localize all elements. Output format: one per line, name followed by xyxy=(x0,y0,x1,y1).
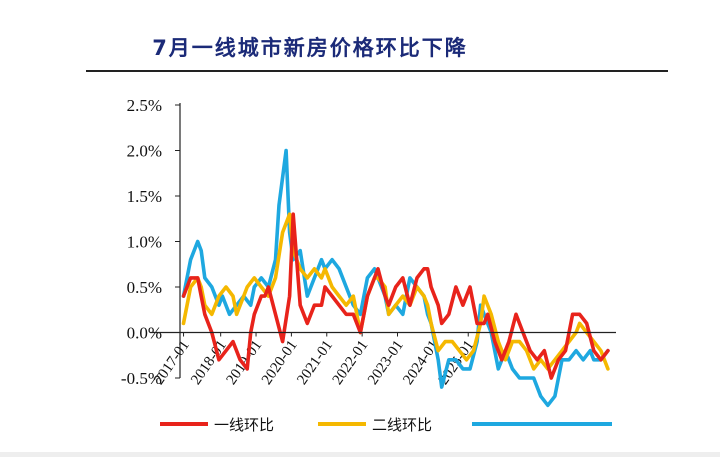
x-tick-label: 2017-01 xyxy=(151,338,193,388)
x-tick-label: 2023-01 xyxy=(365,338,407,388)
y-tick-label: 0.0% xyxy=(127,324,162,343)
y-tick-label: 2.0% xyxy=(127,142,162,161)
x-tick-label: 2020-01 xyxy=(259,338,301,388)
y-tick-label: -0.5% xyxy=(121,369,162,388)
x-tick-label: 2021-01 xyxy=(294,338,336,388)
title-underline xyxy=(86,70,668,72)
series-line-1 xyxy=(181,212,610,380)
y-axis-ticks: 2.5% 2.0% 1.5% 1.0% 0.5% 0.0% -0.5% xyxy=(121,96,180,388)
chart-series xyxy=(181,148,610,408)
y-tick-label: 0.5% xyxy=(127,278,162,297)
legend-label-1: 一线环比 xyxy=(214,416,274,434)
chart-legend: 一线环比 二线环比 xyxy=(160,416,612,434)
legend-label-2: 二线环比 xyxy=(372,416,432,434)
chart-title: 7月一线城市新房价格环比下降 xyxy=(152,36,468,60)
y-tick-label: 1.5% xyxy=(127,187,162,206)
chart-axes xyxy=(150,103,616,378)
x-tick-label: 2022-01 xyxy=(330,338,372,388)
footer-band xyxy=(0,452,720,457)
x-axis-ticks: 2017-012018-012019-012020-012021-012022-… xyxy=(151,332,478,388)
y-tick-label: 1.0% xyxy=(127,233,162,252)
y-tick-label: 2.5% xyxy=(127,96,162,115)
x-tick-label: 2018-01 xyxy=(188,338,230,388)
